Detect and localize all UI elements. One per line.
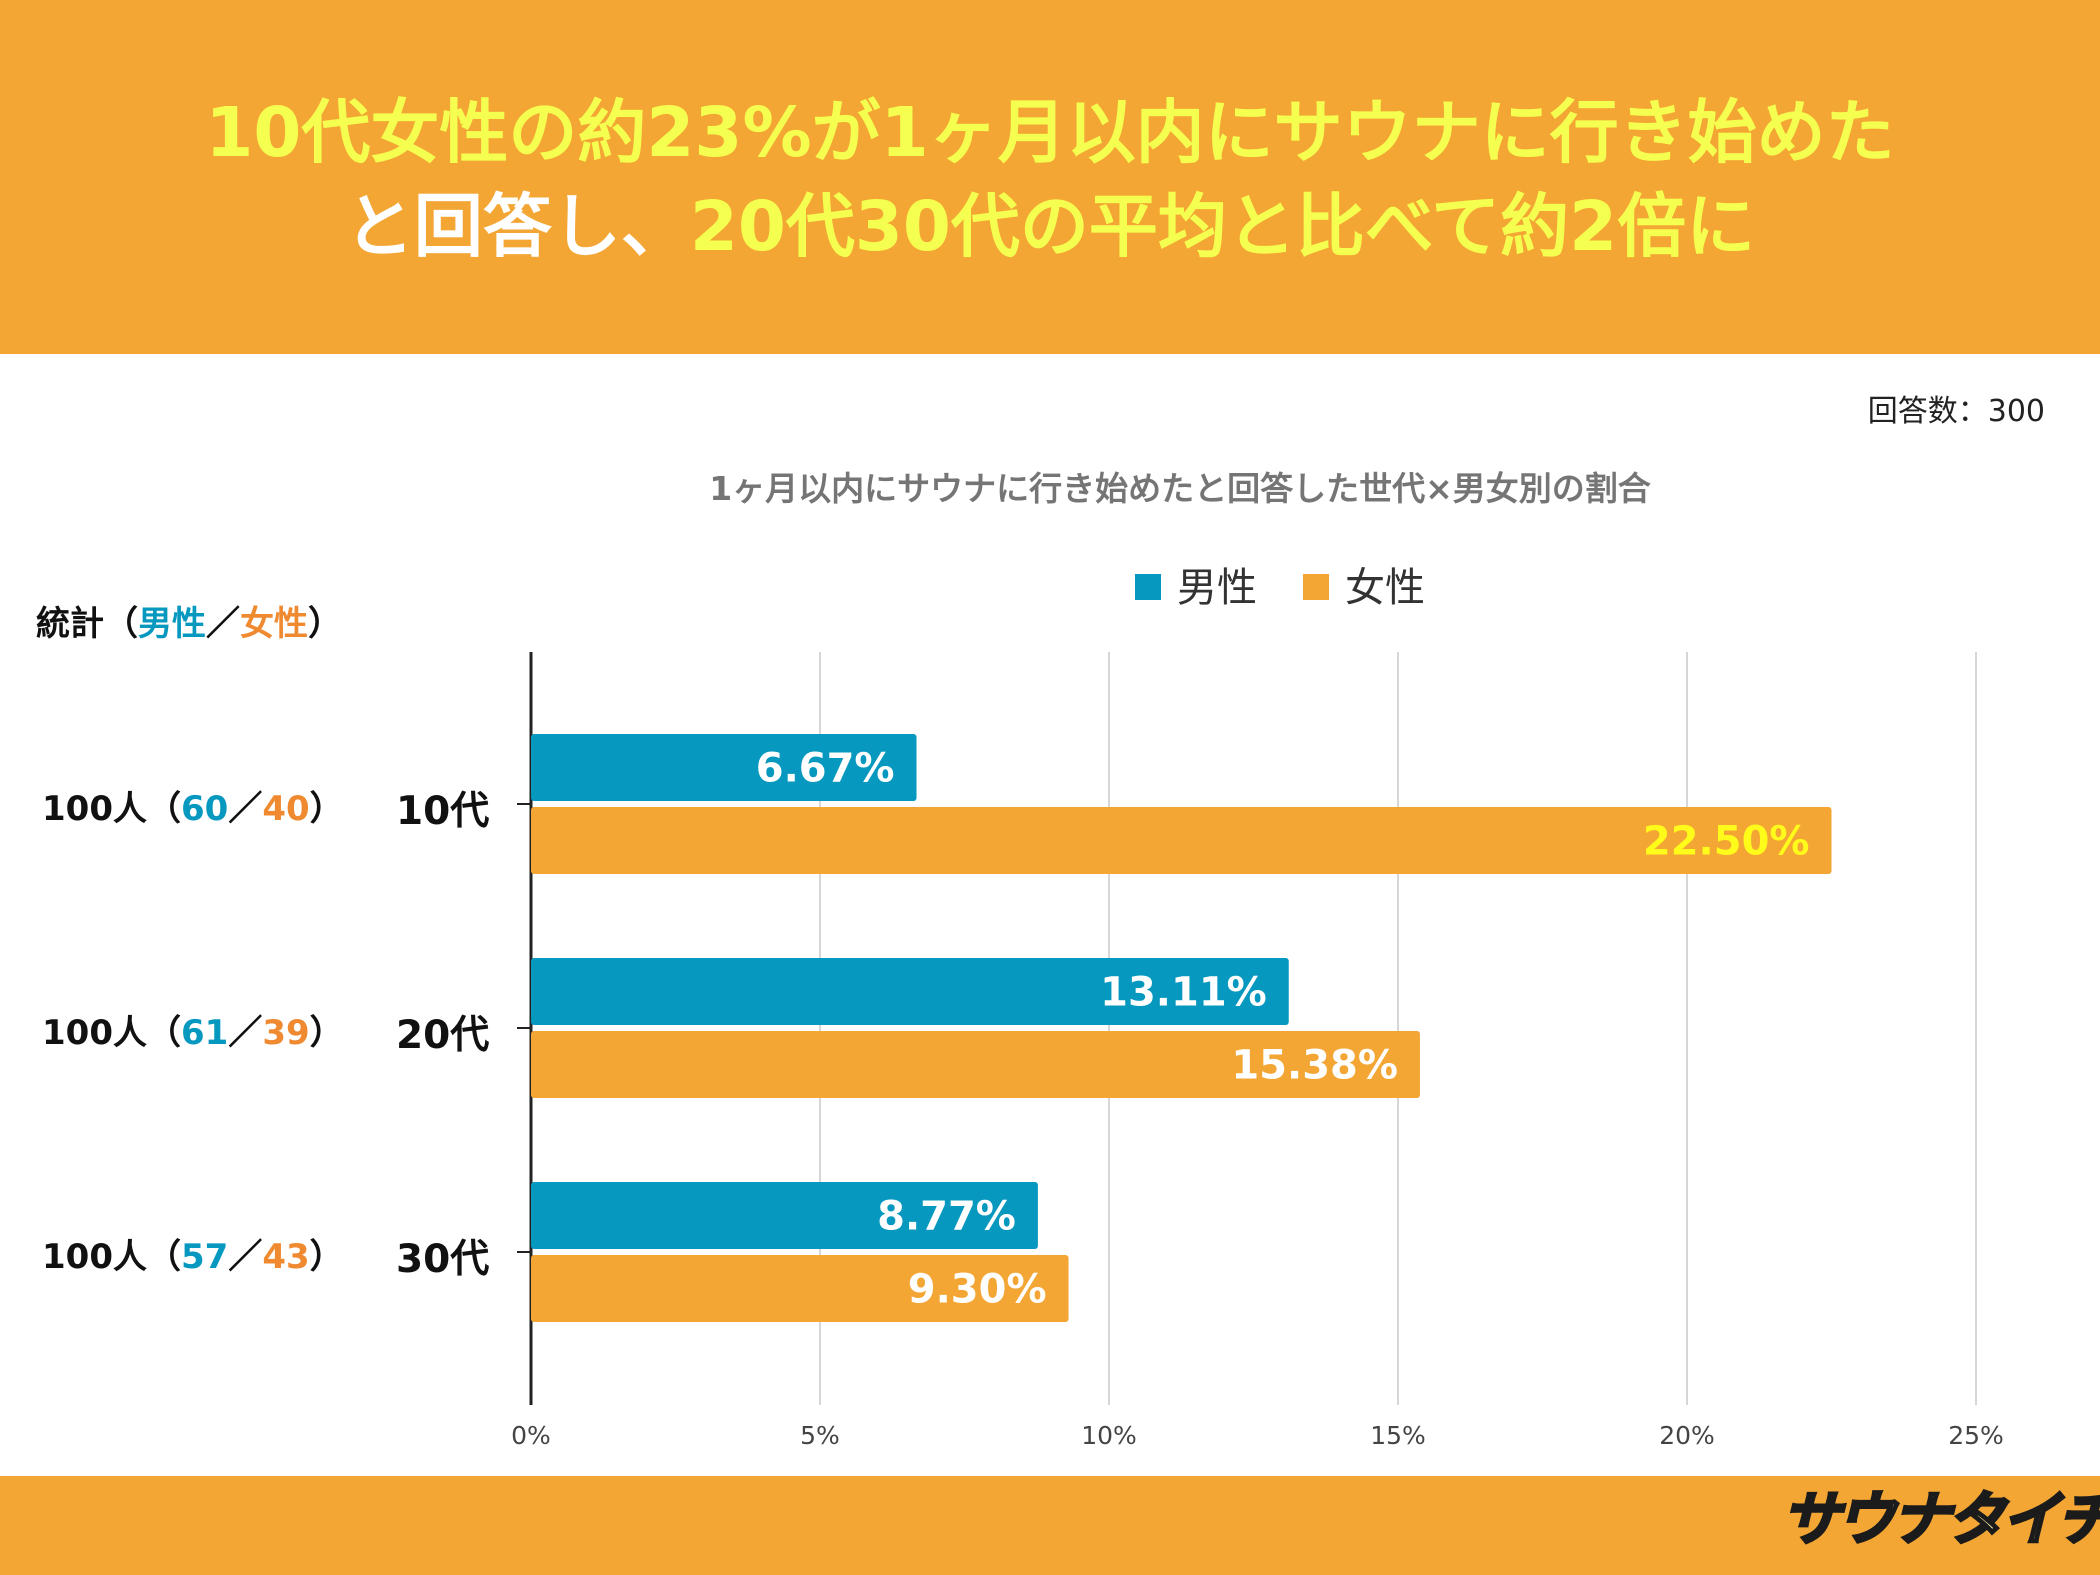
- stats-slash: ／: [228, 1013, 263, 1053]
- category-label-30s: 30代: [396, 1237, 490, 1282]
- stats-slash: ／: [228, 1237, 263, 1277]
- bar-value-label-female: 15.38%: [1231, 1043, 1398, 1089]
- stats-total: 100人: [42, 1237, 147, 1277]
- footer-band: [0, 1476, 2100, 1575]
- legend-item-male: 男性: [1135, 563, 1257, 613]
- stats-female-count: 39: [262, 1013, 310, 1053]
- bar-male: [531, 734, 917, 801]
- stats-open-paren: （: [146, 789, 181, 829]
- headline-line-2-highlight: 20代30代の平均と比べて約2倍に: [689, 187, 1756, 267]
- stats-close-paren: ）: [308, 604, 342, 644]
- x-tick-label: 20%: [1659, 1421, 1715, 1450]
- stats-female-count: 43: [262, 1237, 310, 1277]
- headline-line-2-prefix: と回答し、: [344, 187, 690, 267]
- stats-female-word: 女性: [240, 604, 308, 644]
- category-label-20s: 20代: [396, 1013, 490, 1058]
- x-tick-label: 5%: [800, 1421, 840, 1450]
- stats-female-count: 40: [262, 789, 310, 829]
- stats-close-paren: ）: [309, 1013, 344, 1053]
- x-tick-label: 15%: [1370, 1421, 1426, 1450]
- bar-value-label-female: 22.50%: [1643, 819, 1810, 865]
- stats-open-paren: （: [146, 1013, 181, 1053]
- header-band: [0, 0, 2100, 354]
- category-label-10s: 10代: [396, 789, 490, 834]
- sample-count: 回答数：300: [1867, 394, 2045, 429]
- x-tick-label: 0%: [511, 1421, 551, 1450]
- stats-row-10s: 100人（60／40）: [42, 781, 344, 830]
- stats-slash: ／: [228, 789, 263, 829]
- stats-male-count: 60: [180, 789, 229, 829]
- legend-swatch-male: [1135, 574, 1161, 600]
- stats-close-paren: ）: [309, 789, 344, 829]
- stats-male-count: 57: [180, 1237, 229, 1277]
- bar-value-label-male: 6.67%: [756, 746, 895, 792]
- legend-swatch-female: [1303, 574, 1329, 600]
- legend-item-female: 女性: [1303, 563, 1425, 613]
- legend-label-male: 男性: [1177, 565, 1257, 611]
- bar-female: [531, 807, 1832, 874]
- stats-header: 統計（男性／女性）: [36, 596, 342, 645]
- stats-total: 100人: [42, 789, 147, 829]
- stats-close-paren: ）: [309, 1237, 344, 1277]
- x-tick-label: 25%: [1948, 1421, 2004, 1450]
- stats-total: 100人: [42, 1013, 147, 1053]
- bar-female: [531, 1255, 1069, 1322]
- stats-open-paren: （: [104, 604, 138, 644]
- brand-logo: サウナタイチ: [1780, 1485, 2100, 1553]
- headline-line-1: 10代女性の約23%が1ヶ月以内にサウナに行き始めた: [205, 93, 1895, 173]
- legend-label-female: 女性: [1345, 565, 1425, 611]
- stats-male-count: 61: [180, 1013, 229, 1053]
- bar-female: [531, 1031, 1420, 1098]
- stats-open-paren: （: [146, 1237, 181, 1277]
- bar-value-label-male: 13.11%: [1100, 970, 1267, 1016]
- chart-title: 1ヶ月以内にサウナに行き始めたと回答した世代×男女別の割合: [709, 469, 1651, 508]
- bar-value-label-female: 9.30%: [908, 1267, 1047, 1313]
- bar-male: [531, 958, 1289, 1025]
- bar-value-label-male: 8.77%: [877, 1194, 1016, 1240]
- stats-label: 統計: [36, 604, 104, 644]
- stats-male-word: 男性: [138, 604, 206, 644]
- stats-row-30s: 100人（57／43）: [42, 1229, 344, 1278]
- stats-row-20s: 100人（61／39）: [42, 1005, 344, 1054]
- x-tick-label: 10%: [1081, 1421, 1137, 1450]
- bar-male: [531, 1182, 1038, 1249]
- headline-line-2: と回答し、20代30代の平均と比べて約2倍に: [0, 193, 2100, 262]
- stats-slash: ／: [206, 604, 240, 644]
